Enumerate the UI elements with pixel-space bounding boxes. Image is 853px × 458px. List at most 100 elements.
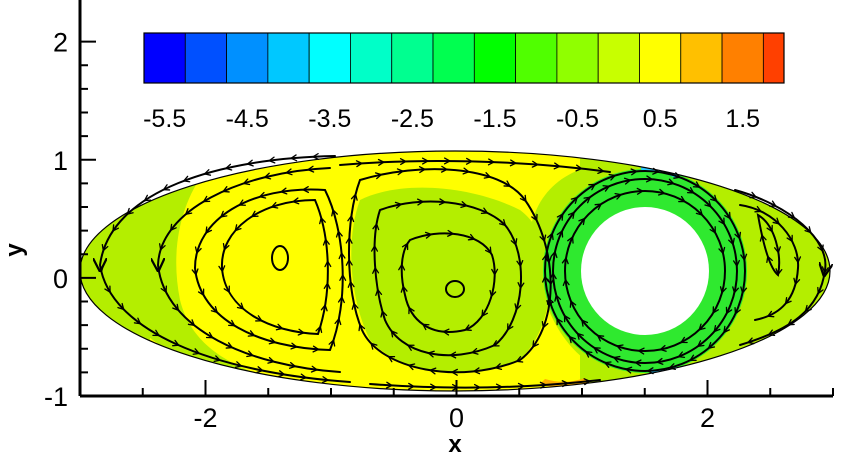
streamline-arrow [510,238,518,246]
streamline-arrow [718,217,725,226]
streamline-arrow [489,289,497,298]
streamline-arrow [509,159,518,167]
field-region-middle-vortex [351,187,550,372]
left-vortex-core [271,245,289,271]
streamline-arrow [250,210,259,218]
streamline-arrow [531,160,540,168]
streamline-arrow [408,306,415,315]
streamline-arrow [491,340,500,347]
streamline-arrow [704,200,712,208]
colorbar-swatch [184,32,227,84]
streamline-arrow [541,320,549,329]
streamline-arrow [104,285,111,294]
streamline-arrow [713,325,721,333]
streamline-arrow [514,303,522,312]
streamline-arrow [465,157,474,165]
streamline-arrow [570,196,579,204]
colorbar-swatch [556,32,599,84]
streamline-arrow [375,288,383,296]
streamline-arrow [324,259,332,268]
streamline-arrow [197,288,205,297]
y-tick-label: 0 [53,264,68,294]
y-ticks: -1 0 1 2 [44,28,96,412]
streamline-arrow [774,246,781,254]
streamline-arrow [347,214,355,223]
streamline-arrow [759,233,767,242]
streamline-arrow [278,370,286,378]
streamline-arrow [769,200,778,207]
streamline-arrow [698,323,706,331]
streamline-arrow [335,229,343,238]
streamline-arrow [766,310,775,318]
streamline-arrow [491,268,499,276]
streamline-arrow [793,277,801,286]
streamline-ring-1 [564,190,726,352]
streamline-arrow [734,306,741,315]
streamline-arrow [462,167,471,175]
streamline-arrow [299,373,308,381]
streamline-arrow [550,250,558,259]
colorbar-swatch [721,32,764,84]
streamline-arrow [728,237,735,246]
streamline-arrow [740,253,748,262]
streamline-arrow [337,295,345,304]
colorbar-swatch [226,32,269,84]
streamline-arrow [377,158,386,166]
streamline-arrow [787,211,796,219]
streamline-arrow [688,354,697,361]
streamline-arrow [578,217,586,226]
streamline-arrow [569,299,577,308]
streamline-arrow [507,323,514,332]
streamline-arrow [539,381,548,389]
streamline-arrow [767,329,776,337]
streamline-arrow [786,234,793,243]
streamline-arrow [498,219,507,227]
streamline-arrow [531,213,538,222]
streamline-arrow [746,337,755,345]
streamline-arrow [594,203,603,211]
streamline-arrow [202,195,211,203]
streamline-arrow [331,208,338,217]
streamline-arrow [380,309,388,318]
streamline-arrow [372,266,380,274]
streamline-arrow [576,332,584,340]
colorbar-tick-label: -4.5 [226,105,269,133]
streamline-arrow [495,383,504,391]
streamline-arrow [547,232,554,241]
streamline-left-2 [193,188,344,352]
streamline-arrow [821,266,829,274]
streamline-arrow [182,175,191,183]
streamline-arrow [775,268,783,276]
streamline-arrow [539,234,547,243]
streamline-arrow [451,383,460,391]
streamline-arrow [421,323,430,331]
streamline-outer-left [100,155,351,383]
streamline-arrow [784,297,792,305]
streamline-arrow [247,330,256,337]
streamline-right-1 [734,189,825,346]
colorbar-swatch [515,32,558,84]
streamline-arrow [370,244,379,252]
streamline-arrow [817,286,824,295]
streamline-arrow [470,347,479,355]
streamline-arrow [817,244,824,253]
streamline-arrow [542,253,550,262]
colorbar-tick-label: 1.5 [725,105,760,133]
streamline-arrow [358,323,366,332]
streamline-arrow [440,165,449,173]
colorbar-swatch [350,32,393,84]
streamline-arrow [754,205,763,213]
streamline-arrow [394,201,403,209]
streamline-arrow [709,226,716,234]
streamline-arrow [234,224,242,232]
streamline-arrow [407,382,416,390]
x-tick-label: 0 [449,403,464,433]
colorbar-tick-label: -1.5 [473,105,516,133]
streamline-arrow [312,345,320,353]
streamline-arrow [584,350,593,358]
streamline-arrow [749,191,758,199]
colorbar-swatch [680,32,723,84]
colorbar-swatch [762,32,785,84]
streamline-arrow [418,166,427,174]
